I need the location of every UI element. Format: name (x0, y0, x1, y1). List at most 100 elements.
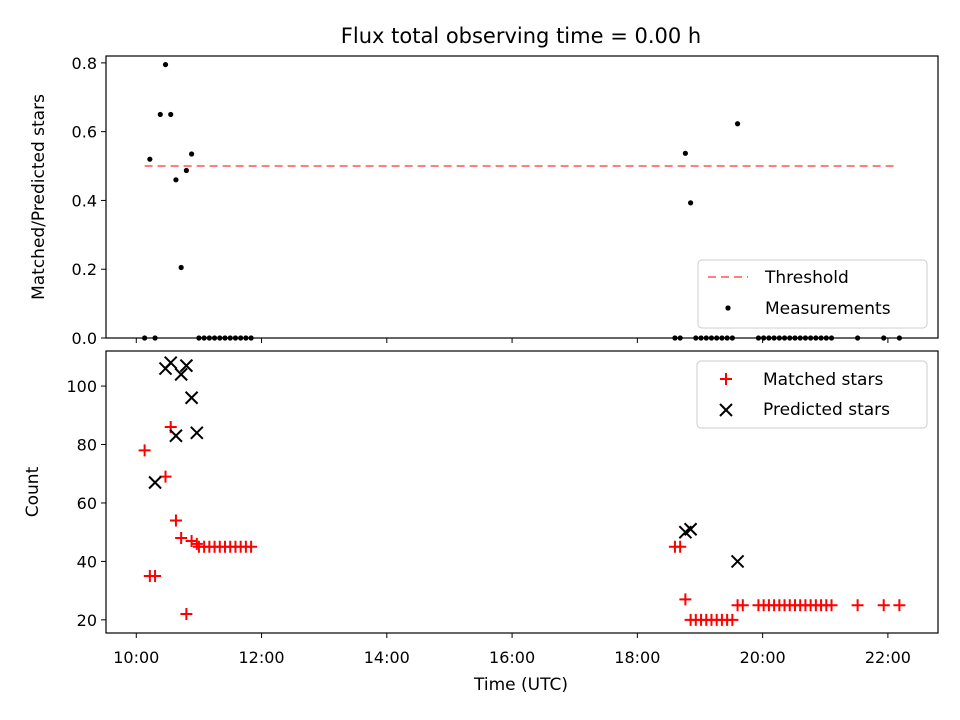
measurement-point (766, 335, 772, 341)
measurement-point (855, 335, 861, 341)
measurement-point (771, 335, 777, 341)
measurement-point (792, 335, 798, 341)
measurement-point (729, 335, 735, 341)
measurement-point (206, 335, 212, 341)
measurement-point (222, 335, 228, 341)
measurement-point (142, 335, 148, 341)
measurement-point (787, 335, 793, 341)
bottom-y-tick-label: 20 (77, 611, 97, 630)
measurement-point (693, 335, 699, 341)
matched-star-point (674, 540, 687, 553)
matched-star-point (245, 540, 258, 553)
measurement-point (183, 167, 189, 174)
matched-star-point (180, 608, 193, 621)
matched-star-point (185, 534, 198, 547)
matched-star-point (175, 532, 188, 545)
measurement-point (808, 335, 814, 341)
measurement-point (173, 177, 179, 183)
measurement-point (828, 335, 835, 341)
matched-legend-label: Matched stars (763, 370, 883, 390)
matched-legend-swatch (720, 373, 732, 385)
predicted-star-point (683, 522, 698, 536)
matched-star-point (726, 613, 739, 626)
top-y-axis-label: Matched/Predicted stars (29, 94, 49, 300)
matched-star-point (138, 444, 151, 457)
measurement-point (238, 335, 244, 341)
x-tick-label: 10:00 (113, 648, 159, 667)
predicted-star-point (179, 358, 194, 373)
measurement-point (708, 335, 715, 341)
matched-star-point (159, 470, 172, 483)
measurement-point (802, 335, 809, 341)
measurement-point (698, 335, 704, 341)
x-tick-label: 14:00 (364, 648, 410, 667)
measurement-point (211, 335, 218, 341)
matched-star-point (190, 537, 203, 550)
top-y-tick-label: 0.6 (72, 123, 97, 142)
measurement-point (217, 335, 223, 341)
measurement-point (201, 335, 207, 341)
top-legend: Threshold Measurements (697, 259, 928, 329)
measurement-point (152, 335, 158, 341)
measurement-point (755, 335, 762, 341)
top-legend-box (697, 259, 928, 329)
predicted-star-point (184, 391, 199, 405)
measurements-legend-label: Measurements (765, 299, 891, 319)
measurement-point (724, 335, 730, 341)
measurement-point (781, 335, 788, 341)
predicted-star-point (730, 554, 745, 569)
measurement-point (823, 335, 829, 341)
measurement-point (147, 156, 153, 162)
measurement-point (703, 335, 709, 341)
measurement-point (813, 335, 819, 341)
top-axes-frame (105, 55, 939, 339)
measurement-point (189, 151, 195, 157)
measurement-point (881, 335, 887, 341)
bottom-y-axis-label: Count (23, 466, 43, 517)
bottom-y-tick-label: 80 (77, 436, 97, 455)
x-tick-label: 16:00 (489, 648, 535, 667)
matched-star-point (825, 599, 838, 612)
bottom-plot-area (138, 355, 906, 626)
chart-title: Flux total observing time = 0.00 h (341, 24, 701, 48)
threshold-legend-label: Threshold (764, 268, 849, 288)
measurement-point (248, 335, 254, 341)
measurement-point (682, 150, 688, 156)
x-axis-label: Time (UTC) (473, 675, 568, 695)
matched-star-point (169, 514, 182, 527)
measurement-point (672, 335, 678, 341)
x-tick-label: 18:00 (614, 648, 660, 667)
measurement-point (719, 335, 725, 341)
top-y-tick-label: 0.2 (72, 260, 97, 279)
matched-star-point (877, 599, 890, 612)
top-y-tick-label: 0.0 (72, 329, 97, 348)
x-tick-label: 22:00 (865, 648, 911, 667)
measurement-point (196, 335, 202, 341)
matched-star-point (851, 599, 864, 612)
measurement-point (677, 335, 683, 341)
predicted-star-point (169, 429, 183, 443)
predicted-legend-label: Predicted stars (763, 400, 890, 420)
measurement-point (797, 335, 803, 341)
predicted-star-point (164, 355, 178, 370)
predicted-star-point (190, 426, 204, 440)
measurement-point (227, 335, 233, 341)
top-y-tick-label: 0.8 (72, 54, 97, 73)
measurement-point (776, 335, 782, 341)
measurement-point (168, 111, 174, 118)
x-tick-label: 12:00 (238, 648, 284, 667)
predicted-star-point (148, 475, 162, 490)
measurement-point (734, 121, 741, 127)
predicted-star-point (174, 367, 188, 382)
bottom-y-tick-label: 100 (66, 377, 97, 396)
x-tick-label: 20:00 (740, 648, 786, 667)
matched-star-point (679, 593, 692, 606)
bottom-legend-box (696, 360, 928, 429)
axis-ticks: 10:00 12:00 14:00 16:00 18:00 20:00 22:00 0.0 0.… (66, 54, 910, 667)
bottom-y-tick-label: 60 (77, 494, 97, 513)
measurement-point (243, 335, 249, 341)
bottom-y-tick-label: 40 (77, 552, 97, 571)
matched-star-point (736, 599, 749, 612)
measurements-legend-swatch (725, 305, 731, 311)
